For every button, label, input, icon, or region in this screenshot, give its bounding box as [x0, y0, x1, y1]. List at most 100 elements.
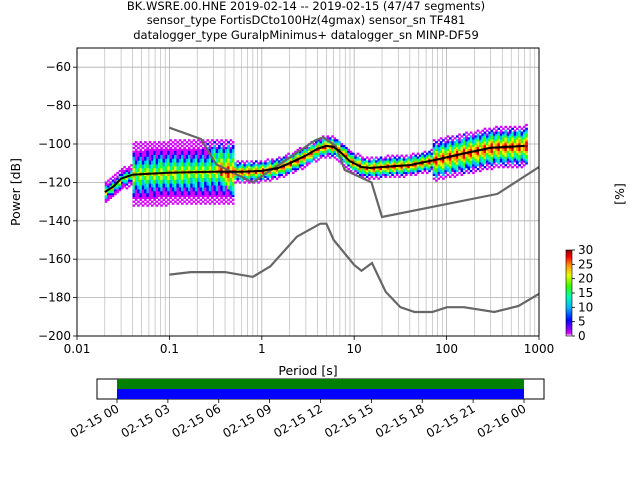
timeline-tick-label: 02-15 15: [322, 401, 376, 440]
heatmap-cell: [148, 181, 152, 184]
heatmap-cell: [257, 164, 260, 167]
heatmap-cell: [525, 131, 528, 134]
heatmap-cell: [120, 171, 124, 175]
heatmap-cell: [345, 158, 348, 161]
heatmap-cell: [167, 198, 170, 201]
heatmap-cell: [157, 189, 161, 192]
heatmap-cell: [155, 143, 159, 146]
heatmap-cell: [335, 139, 339, 142]
heatmap-cell: [120, 169, 124, 173]
heatmap-cell: [245, 166, 249, 169]
heatmap-cell: [317, 144, 320, 148]
heatmap-cell: [305, 160, 309, 163]
heatmap-cell: [201, 152, 205, 155]
heatmap-cell: [439, 154, 443, 157]
heatmap-cell: [312, 154, 316, 157]
heatmap-cell: [157, 150, 161, 153]
heatmap-cell: [460, 164, 464, 167]
heatmap-cell: [213, 173, 216, 176]
heatmap-cell: [372, 158, 376, 161]
heatmap-cell: [409, 173, 413, 176]
heatmap-cell: [174, 200, 177, 203]
heatmap-cell: [522, 164, 526, 167]
heatmap-cell: [169, 175, 173, 178]
heatmap-cell: [185, 189, 189, 192]
heatmap-cell: [379, 160, 383, 163]
heatmap-cell: [199, 177, 203, 180]
heatmap-cell: [430, 148, 434, 152]
heatmap-cell: [187, 187, 191, 190]
heatmap-cell: [227, 160, 230, 163]
heatmap-cell: [220, 200, 223, 203]
heatmap-cell: [206, 166, 210, 169]
heatmap-cell: [446, 141, 450, 144]
heatmap-cell: [432, 169, 436, 173]
heatmap-cell: [139, 196, 143, 200]
heatmap-cell: [442, 173, 445, 176]
heatmap-cell: [141, 200, 145, 203]
heatmap-cell: [107, 183, 110, 186]
heatmap-cell: [354, 154, 357, 157]
heatmap-cell: [492, 148, 496, 152]
heatmap-cell: [495, 148, 498, 152]
heatmap-cell: [197, 150, 200, 153]
heatmap-cell: [437, 152, 441, 155]
heatmap-cell: [227, 177, 230, 180]
heatmap-cell: [502, 158, 505, 161]
heatmap-cell: [157, 166, 161, 169]
heatmap-cell: [130, 181, 133, 184]
heatmap-cell: [499, 131, 503, 134]
heatmap-cell: [409, 168, 413, 171]
heatmap-cell: [190, 194, 193, 198]
heatmap-cell: [183, 185, 186, 188]
heatmap-cell: [132, 194, 136, 198]
heatmap-cell: [164, 191, 168, 194]
heatmap-cell: [185, 175, 189, 178]
heatmap-cell: [511, 133, 514, 136]
heatmap-cell: [222, 183, 226, 186]
heatmap-cell: [449, 148, 452, 152]
heatmap-cell: [479, 160, 482, 163]
heatmap-cell: [137, 175, 140, 178]
heatmap-cell: [123, 185, 126, 188]
heatmap-cell: [215, 143, 219, 146]
heatmap-cell: [192, 150, 196, 153]
heatmap-cell: [183, 169, 186, 173]
heatmap-cell: [384, 168, 387, 171]
heatmap-cell: [169, 189, 173, 192]
heatmap-cell: [155, 189, 159, 192]
heatmap-cell: [153, 148, 156, 152]
heatmap-cell: [511, 160, 514, 163]
heatmap-cell: [174, 139, 177, 142]
heatmap-cell: [259, 160, 263, 163]
heatmap-cell: [211, 139, 214, 142]
heatmap-cell: [361, 164, 364, 167]
heatmap-cell: [261, 168, 265, 171]
heatmap-cell: [144, 164, 147, 167]
heatmap-cell: [120, 181, 124, 184]
heatmap-cell: [474, 141, 478, 144]
heatmap-cell: [227, 173, 230, 176]
heatmap-cell: [522, 133, 526, 136]
heatmap-cell: [384, 156, 387, 159]
heatmap-cell: [171, 144, 175, 148]
heatmap-cell: [206, 175, 210, 178]
heatmap-cell: [109, 196, 113, 200]
heatmap-cell: [141, 189, 145, 192]
heatmap-cell: [243, 164, 247, 167]
heatmap-cell: [331, 152, 334, 155]
heatmap-cell: [218, 194, 221, 198]
heatmap-cell: [324, 141, 327, 144]
heatmap-cell: [412, 166, 415, 169]
heatmap-cell: [204, 162, 207, 165]
heatmap-cell: [453, 160, 457, 163]
heatmap-cell: [435, 164, 438, 167]
heatmap-cell: [483, 127, 487, 130]
heatmap-cell: [354, 166, 357, 169]
heatmap-cell: [388, 175, 392, 178]
heatmap-cell: [192, 200, 196, 203]
heatmap-cell: [451, 158, 454, 161]
heatmap-cell: [509, 154, 512, 157]
heatmap-cell: [167, 158, 170, 161]
heatmap-cell: [465, 131, 468, 134]
